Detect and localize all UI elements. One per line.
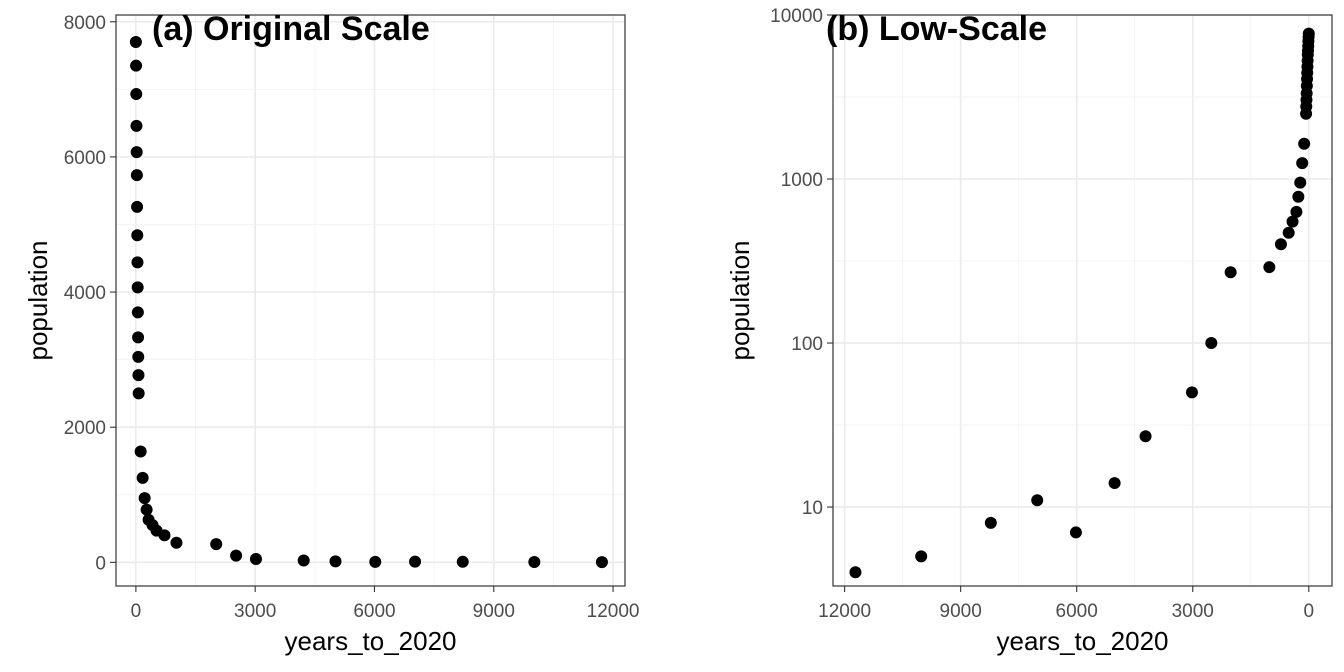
panel-a-data-point (130, 59, 143, 72)
panel-a-y-tick-label: 2000 (64, 418, 106, 439)
panel-b-data-point (915, 550, 928, 563)
panel-a-data-point (131, 306, 144, 319)
panel-b: 12000 9000 6000 3000 0 10 100 1000 10000 years_t… (725, 6, 1333, 656)
panel-a-y-axis-title: population (23, 241, 53, 361)
panel-a-x-tick-label: 3000 (234, 601, 276, 622)
panel-b-data-point (1282, 226, 1295, 239)
panel-a-data-point (129, 36, 142, 49)
panel-a-data-point (170, 536, 183, 549)
panel-a-y-tick-label: 0 (95, 553, 106, 574)
panel-a-x-tick-label: 9000 (473, 601, 515, 622)
panel-b-data-point (1069, 526, 1082, 539)
panel-a-data-point (528, 556, 541, 569)
panel-a-x-tick-label: 12000 (587, 601, 640, 622)
panel-b-x-axis-title: years_to_2020 (996, 626, 1168, 656)
panel-b-title: (b) Low-Scale (826, 10, 1047, 48)
panel-b-points (849, 27, 1315, 579)
panel-a-data-point (329, 555, 342, 568)
panel-a-data-point (456, 555, 469, 568)
panel-a-data-point (138, 492, 151, 505)
panel-a-data-point (134, 445, 147, 458)
panel-a-data-point (131, 256, 144, 269)
panel-a-data-point (249, 552, 262, 565)
panel-a-data-point (595, 556, 608, 569)
panel-b-data-point (1274, 238, 1287, 251)
panel-a-x-tick-label: 6000 (353, 601, 395, 622)
panel-b-data-point (1139, 430, 1152, 443)
panel-b-data-point (1292, 190, 1305, 203)
panel-a-data-point (132, 331, 145, 344)
panel-a-x-tick-label: 0 (131, 601, 142, 622)
panel-b-x-tick-label: 3000 (1172, 601, 1214, 622)
panel-b-y-tick-label: 1000 (781, 170, 823, 191)
panel-b-data-point (984, 516, 997, 529)
panel-a-points (129, 36, 608, 569)
panel-a-data-point (131, 200, 144, 213)
panel-b-x-tick-label: 12000 (818, 601, 871, 622)
panel-b-ticks (827, 14, 1310, 592)
panel-b-data-point (1296, 157, 1309, 170)
panel-b-y-axis-title: population (725, 241, 755, 361)
panel-a-data-point (132, 369, 145, 382)
panel-a-y-tick-label: 4000 (64, 283, 106, 304)
panel-a-data-point (130, 88, 143, 101)
panel-a-data-point (409, 555, 422, 568)
panel-a-data-point (130, 146, 143, 159)
panel-a-tick-labels: 0 3000 6000 9000 12000 0 2000 4000 6000 8000 (64, 13, 640, 622)
panel-b-data-point (1286, 215, 1299, 228)
panel-b-data-point (1290, 205, 1303, 218)
panel-a-data-point (230, 549, 243, 562)
panel-a-x-axis-title: years_to_2020 (284, 626, 456, 656)
panel-b-data-point (1031, 494, 1044, 507)
panel-b-x-tick-label: 9000 (940, 601, 982, 622)
panel-a-title: (a) Original Scale (152, 10, 430, 48)
panel-b-data-point (1294, 176, 1307, 189)
panel-a-data-point (136, 471, 149, 484)
panel-b-data-point (1298, 137, 1311, 150)
panel-b-x-tick-label: 0 (1304, 601, 1315, 622)
panel-a-data-point (131, 281, 144, 294)
panel-a-data-point (297, 554, 310, 567)
panel-a-data-point (131, 229, 144, 242)
panel-a-data-point (369, 555, 382, 568)
panel-b-data-point (1185, 386, 1198, 399)
panel-b-y-tick-label: 100 (791, 334, 823, 355)
panel-b-grid (833, 14, 1332, 586)
panel-a-y-tick-label: 6000 (64, 148, 106, 169)
panel-a-data-point (132, 387, 145, 400)
panel-a-grid (116, 15, 625, 586)
panel-b-y-tick-label: 10 (802, 498, 823, 519)
panel-a-data-point (130, 169, 143, 182)
panel-b-frame (832, 14, 1333, 587)
panel-a-data-point (140, 503, 153, 516)
panel-a-data-point (132, 350, 145, 363)
panel-b-x-tick-label: 6000 (1056, 601, 1098, 622)
panel-a-data-point (158, 529, 171, 542)
panel-b-data-point (1108, 477, 1121, 490)
panel-b-data-point (1263, 261, 1276, 274)
panel-b-tick-labels: 12000 9000 6000 3000 0 10 100 1000 10000 (770, 6, 1314, 622)
panel-b-data-point (849, 566, 862, 579)
panel-b-data-point (1300, 107, 1313, 120)
panel-a: 0 3000 6000 9000 12000 0 2000 4000 6000 8000 year… (23, 10, 640, 656)
panel-b-data-point (1224, 266, 1237, 279)
panel-a-frame (115, 14, 626, 587)
panel-a-data-point (210, 538, 223, 551)
panel-b-y-tick-label: 10000 (770, 6, 823, 27)
panel-a-ticks (110, 21, 614, 592)
panel-a-y-tick-label: 8000 (64, 13, 106, 34)
panel-a-data-point (130, 119, 143, 132)
panel-b-data-point (1205, 337, 1218, 350)
